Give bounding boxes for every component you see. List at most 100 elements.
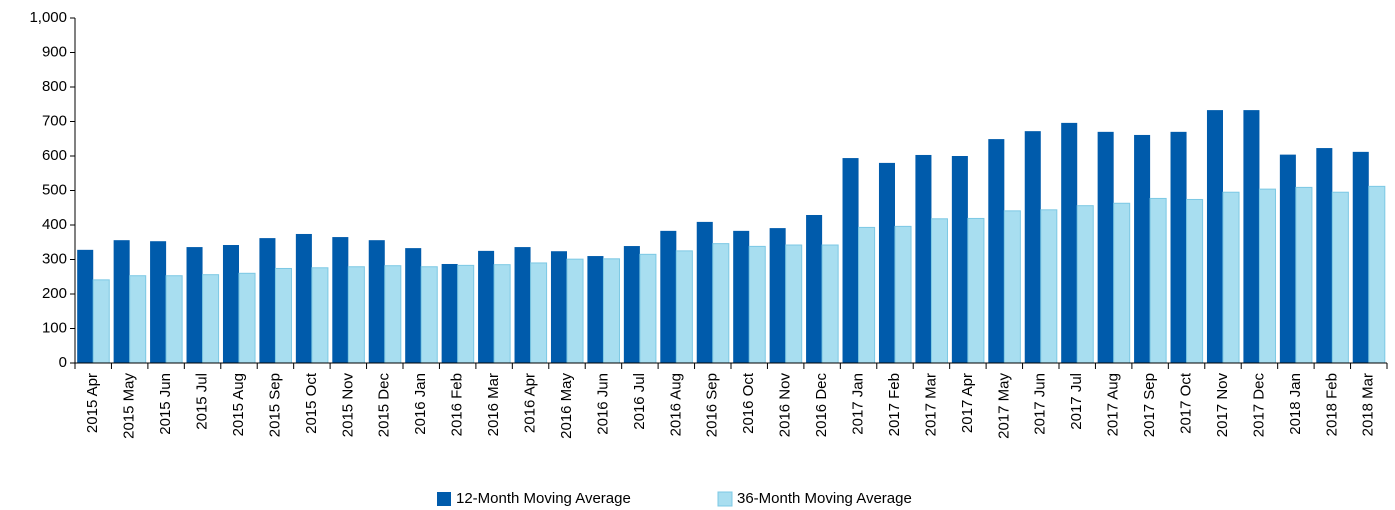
bar: [347, 266, 365, 364]
bar: [1316, 148, 1333, 363]
bar: [988, 139, 1005, 363]
bar: [878, 162, 895, 363]
bar: [1368, 185, 1386, 364]
x-tick-label: 2015 May: [121, 373, 138, 439]
x-tick-label: 2017 Aug: [1105, 373, 1122, 436]
x-tick-label: 2016 Jul: [631, 373, 648, 430]
y-tick-label: 0: [59, 354, 67, 371]
bar: [967, 217, 985, 364]
y-tick-label: 400: [42, 216, 67, 233]
bar: [1061, 122, 1078, 363]
bar: [1149, 197, 1167, 364]
bar: [186, 247, 203, 363]
x-tick-label: 2016 Jun: [594, 373, 611, 435]
legend-swatch: [437, 492, 451, 506]
y-tick-label: 900: [42, 43, 67, 60]
x-tick-label: 2017 Apr: [959, 373, 976, 433]
bar: [550, 251, 567, 363]
bar: [930, 218, 948, 364]
x-tick-label: 2018 Feb: [1323, 373, 1340, 436]
bar: [1024, 131, 1041, 363]
bar: [1003, 210, 1021, 364]
bar: [769, 228, 786, 363]
bar: [530, 262, 548, 364]
bar: [696, 221, 713, 363]
bar: [368, 240, 385, 363]
x-tick-label: 2015 Sep: [266, 373, 283, 437]
x-tick-label: 2016 Aug: [667, 373, 684, 436]
bar: [1206, 110, 1223, 364]
bar: [1279, 154, 1296, 363]
bar: [238, 272, 256, 364]
bar: [1170, 131, 1187, 363]
bar: [951, 156, 968, 363]
bar: [441, 263, 458, 363]
bar: [295, 233, 312, 363]
bar: [222, 245, 239, 363]
bar: [821, 244, 839, 364]
x-tick-label: 2016 May: [558, 373, 575, 439]
bar: [602, 258, 620, 364]
x-tick-label: 2017 Feb: [886, 373, 903, 436]
x-tick-label: 2016 Nov: [777, 373, 794, 438]
x-tick-label: 2017 Nov: [1214, 373, 1231, 438]
bar: [405, 248, 422, 363]
bar: [478, 250, 495, 363]
bar: [623, 246, 640, 363]
bar: [332, 237, 349, 363]
bar: [712, 243, 730, 364]
x-tick-label: 2015 Aug: [230, 373, 247, 436]
x-tick-label: 2018 Mar: [1360, 373, 1377, 436]
bar: [311, 267, 329, 364]
bar: [785, 244, 803, 364]
bar: [894, 225, 912, 364]
bar: [1134, 134, 1151, 363]
bar: [274, 267, 292, 364]
x-tick-label: 2015 Oct: [303, 372, 320, 434]
bar: [587, 256, 604, 363]
x-tick-label: 2016 Sep: [704, 373, 721, 437]
bar: [639, 253, 657, 364]
bar: [733, 230, 750, 363]
bar: [165, 275, 183, 364]
bar: [150, 241, 167, 363]
bar: [113, 240, 130, 363]
bar: [259, 238, 276, 363]
x-tick-label: 2016 Jan: [412, 373, 429, 435]
y-tick-label: 700: [42, 112, 67, 129]
x-tick-label: 2017 May: [995, 373, 1012, 439]
bar: [858, 226, 876, 364]
bar: [514, 247, 531, 363]
y-tick-label: 600: [42, 147, 67, 164]
bar: [1186, 198, 1204, 364]
x-tick-label: 2015 Nov: [339, 373, 356, 438]
x-tick-label: 2015 Jul: [194, 373, 211, 430]
bar: [1258, 188, 1276, 364]
y-tick-label: 500: [42, 181, 67, 198]
y-tick-label: 300: [42, 250, 67, 267]
y-tick-label: 800: [42, 78, 67, 95]
y-tick-label: 200: [42, 285, 67, 302]
x-tick-label: 2017 Jan: [850, 373, 867, 435]
legend-label: 36-Month Moving Average: [737, 490, 912, 507]
bar: [1113, 202, 1131, 364]
bar: [1295, 186, 1313, 364]
x-tick-label: 2015 Jun: [157, 373, 174, 435]
bar: [1040, 209, 1058, 364]
x-tick-label: 2017 Oct: [1178, 372, 1195, 434]
bar: [660, 230, 677, 363]
bar: [566, 258, 584, 364]
x-tick-label: 2016 Oct: [740, 372, 757, 434]
legend-swatch: [717, 491, 733, 507]
bar: [77, 249, 94, 363]
x-tick-label: 2018 Jan: [1287, 373, 1304, 435]
bar: [384, 265, 402, 364]
bar: [806, 214, 823, 363]
x-tick-label: 2015 Apr: [84, 373, 101, 433]
x-tick-label: 2017 Sep: [1141, 373, 1158, 437]
legend-label: 12-Month Moving Average: [456, 490, 631, 507]
bar: [842, 158, 859, 363]
bar: [915, 154, 932, 363]
x-tick-label: 2017 Jul: [1068, 373, 1085, 430]
